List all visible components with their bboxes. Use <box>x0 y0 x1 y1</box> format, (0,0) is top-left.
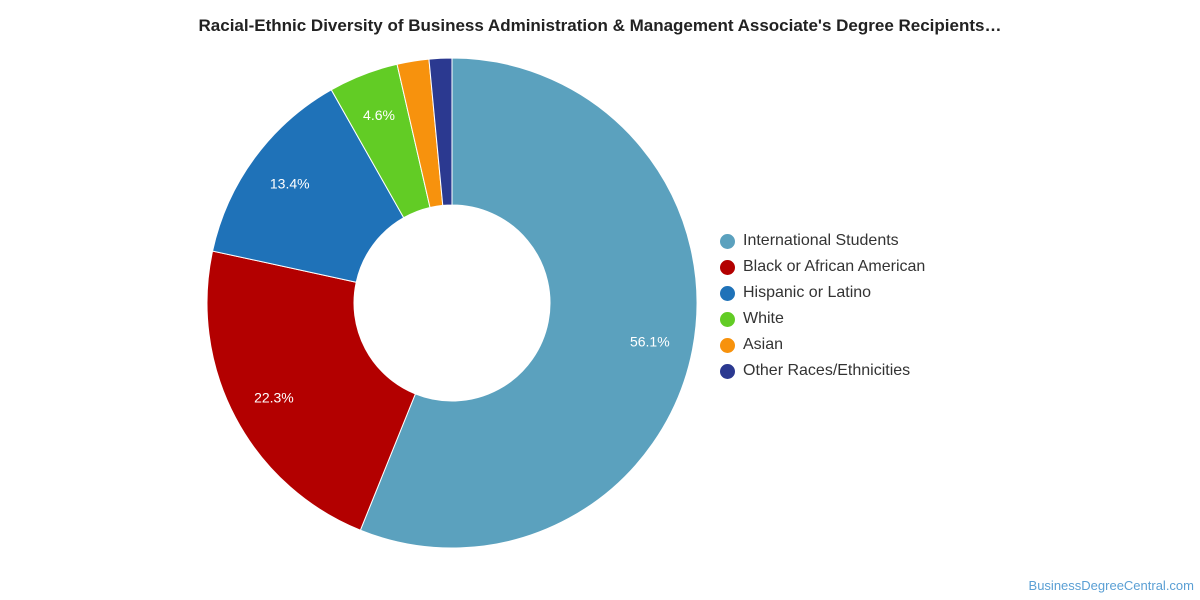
data-labels-group: 56.1% 22.3% 13.4% 4.6% <box>254 107 670 405</box>
legend-label: Hispanic or Latino <box>743 284 872 301</box>
legend-item-asian[interactable]: Asian <box>720 332 925 358</box>
legend-item-white[interactable]: White <box>720 306 925 332</box>
legend-item-black-or-african-american[interactable]: Black or African American <box>720 254 925 280</box>
data-label-international-students: 56.1% <box>630 333 670 349</box>
legend-swatch-icon <box>720 259 735 275</box>
legend-item-hispanic-or-latino[interactable]: Hispanic or Latino <box>720 280 925 306</box>
slice-hispanic-or-latino[interactable] <box>211 89 405 283</box>
slices-group <box>206 57 698 549</box>
legend-item-other-races-ethnicities[interactable]: Other Races/Ethnicities <box>720 358 925 384</box>
legend-swatch-icon <box>720 285 735 301</box>
legend-swatch-icon <box>720 311 735 327</box>
slice-black-or-african-american[interactable] <box>206 250 417 531</box>
legend-item-international-students[interactable]: International Students <box>720 228 925 254</box>
legend-swatch-icon <box>720 233 735 249</box>
legend-label: Other Races/Ethnicities <box>743 362 911 379</box>
source-watermark: BusinessDegreeCentral.com <box>1028 578 1194 593</box>
legend-label: Black or African American <box>743 258 926 275</box>
legend-swatch-icon <box>720 337 735 353</box>
slice-other-races-ethnicities[interactable] <box>428 57 453 206</box>
data-label-black-or-african-american: 22.3% <box>254 389 294 405</box>
data-label-hispanic-or-latino: 13.4% <box>270 176 310 192</box>
chart-title: Racial-Ethnic Diversity of Business Admi… <box>198 16 1002 35</box>
legend-label: Asian <box>743 336 784 353</box>
legend-label: International Students <box>743 232 899 249</box>
chart-legend: International Students Black or African A… <box>720 228 925 384</box>
data-label-white: 4.6% <box>363 107 395 123</box>
legend-label: White <box>743 310 784 327</box>
slice-international-students[interactable] <box>359 57 698 549</box>
legend-swatch-icon <box>720 363 735 379</box>
